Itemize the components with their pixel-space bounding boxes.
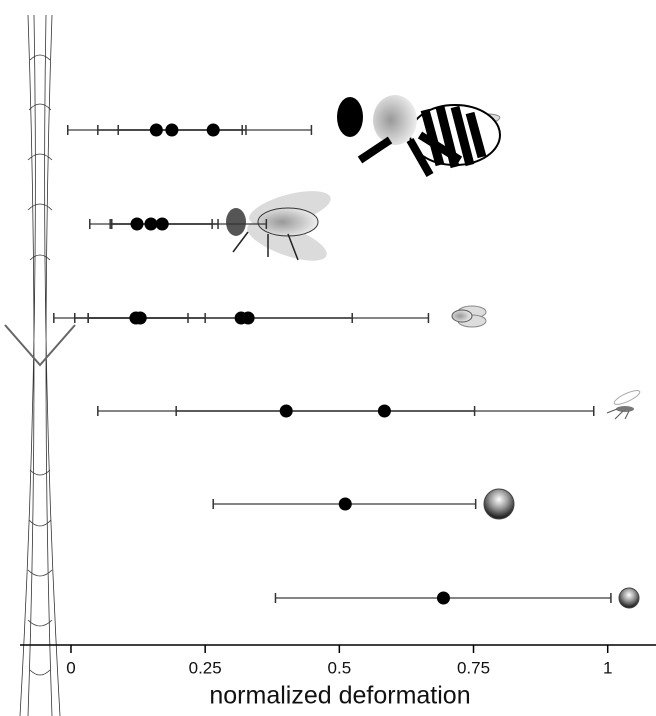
data-point — [280, 405, 293, 418]
data-point — [207, 124, 220, 137]
spider-web — [5, 15, 75, 716]
data-point — [165, 124, 178, 137]
fly-icon — [226, 184, 334, 269]
data-point — [144, 218, 157, 231]
chart: normalized deformation 0 0.25 0.5 0.75 1 — [0, 0, 656, 716]
bee-icon — [337, 95, 501, 175]
small-droplet-icon — [619, 588, 639, 608]
x-tick-label: 0 — [66, 658, 75, 677]
data-point — [339, 498, 352, 511]
data-point — [242, 312, 255, 325]
data-point — [131, 218, 144, 231]
x-tick-label: 0.25 — [189, 658, 222, 677]
mosquito-icon — [607, 388, 641, 419]
data-point — [437, 592, 450, 605]
droplet-icon — [484, 489, 514, 519]
x-tick-label: 1 — [603, 658, 612, 677]
x-tick-label: 0.75 — [457, 658, 490, 677]
data-point — [150, 124, 163, 137]
data-point — [156, 218, 169, 231]
x-tick-label: 0.5 — [328, 658, 352, 677]
x-axis-title: normalized deformation — [209, 682, 470, 710]
data-point — [134, 312, 147, 325]
data-point — [378, 405, 391, 418]
fruit-fly-icon — [452, 306, 486, 327]
